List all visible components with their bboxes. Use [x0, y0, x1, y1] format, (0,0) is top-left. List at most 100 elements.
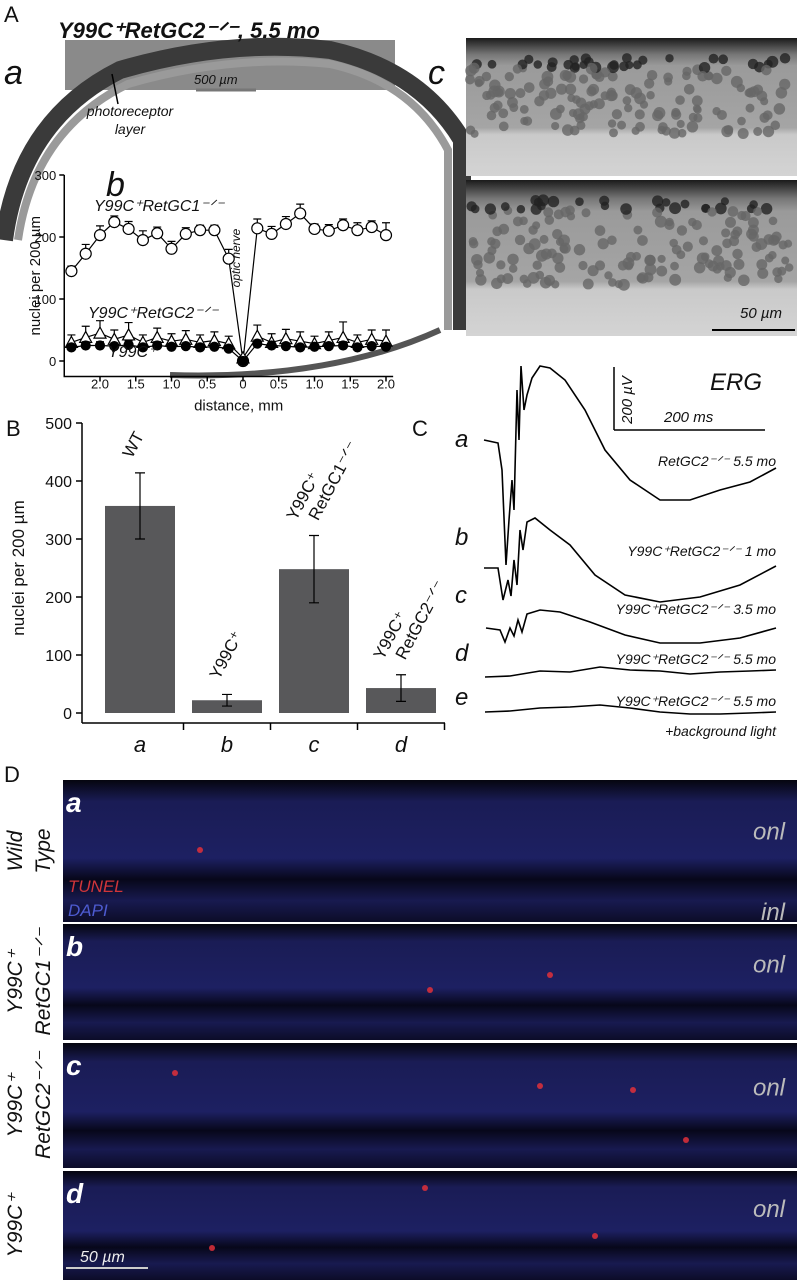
cell [578, 260, 588, 271]
marker [351, 224, 364, 237]
cell [669, 202, 682, 215]
cell [644, 254, 656, 266]
marker [94, 340, 106, 351]
cell [597, 238, 609, 250]
cell [747, 217, 759, 228]
marker [222, 252, 235, 265]
cell [607, 119, 617, 128]
marker [295, 342, 306, 353]
x-tick-label: 0.5 [198, 377, 216, 392]
marker [180, 341, 191, 352]
marker [251, 222, 264, 235]
cell [507, 253, 519, 266]
y-tick-label: 500 [45, 416, 72, 433]
series-label: Y99C⁺RetGC2⁻ᐟ⁻ [88, 305, 219, 322]
genotype-label: RetGC2⁻ᐟ⁻ [32, 1050, 55, 1159]
cell [762, 110, 773, 121]
cell [751, 242, 762, 252]
cell [680, 199, 690, 209]
cell [761, 64, 772, 76]
marker [136, 234, 149, 247]
scale-label: 50 µm [740, 305, 782, 322]
trace-label: Y99C⁺RetGC2⁻ᐟ⁻ 5.5 mo [616, 693, 777, 709]
cell [519, 104, 529, 114]
cell [587, 83, 600, 96]
genotype-label: Y99C⁺ [4, 1192, 27, 1258]
scale-label: 500 µm [194, 72, 238, 87]
cell [498, 121, 509, 132]
cell [564, 83, 577, 95]
cell [547, 195, 560, 208]
marker [380, 341, 392, 352]
cell [633, 225, 643, 235]
cell [474, 78, 483, 88]
cell [657, 254, 666, 263]
cell [624, 103, 633, 113]
tunel-spot [172, 1070, 178, 1076]
panel-label: B [6, 416, 21, 441]
marker [365, 220, 378, 234]
cell [551, 121, 560, 131]
tunel-spot [592, 1233, 598, 1239]
sub-label: a [4, 54, 23, 92]
cell [654, 215, 667, 228]
cell [676, 225, 688, 236]
bar-label: Y99C⁺ [206, 628, 247, 682]
cell [556, 83, 568, 95]
cell [711, 245, 723, 256]
layer-label: onl [753, 1075, 786, 1102]
cell [594, 225, 606, 236]
y-tick-label: 100 [45, 648, 72, 665]
trace-label: Y99C⁺RetGC2⁻ᐟ⁻ 1 mo [627, 543, 776, 559]
cell [737, 116, 746, 126]
row-letter: c [66, 1050, 82, 1081]
marker [122, 222, 135, 236]
cell [573, 244, 586, 256]
pointer-arrow [111, 73, 119, 105]
cell [768, 251, 777, 260]
cell [609, 128, 618, 138]
cell [604, 271, 613, 280]
cell [784, 263, 794, 272]
cell [760, 97, 769, 106]
marker [379, 229, 393, 242]
y-axis-label: nuclei per 200 µm [27, 216, 44, 336]
cell [502, 273, 514, 284]
cell [492, 226, 503, 237]
cell [644, 263, 657, 276]
cell [693, 261, 706, 274]
cell [475, 268, 485, 277]
erg-labels: a RetGC2⁻ᐟ⁻ 5.5 mo b Y99C⁺RetGC2⁻ᐟ⁻ 1 mo c Y9… [455, 426, 776, 711]
cell [600, 91, 610, 101]
erg-trace [483, 365, 777, 566]
tunel-spot [547, 972, 553, 978]
cell [508, 264, 518, 273]
cell [744, 88, 753, 98]
cell [487, 59, 497, 69]
cell [475, 274, 487, 286]
x-tick-label: 2.0 [91, 377, 109, 392]
cell [484, 203, 497, 215]
cell [579, 60, 588, 69]
fluorescence-image [63, 924, 797, 1040]
cell [468, 237, 478, 246]
cell [663, 72, 673, 83]
marker [352, 342, 363, 353]
y-axis-label: nuclei per 200 µm [9, 500, 28, 635]
erg-trace [484, 666, 777, 678]
cell [665, 54, 674, 63]
error-bar [396, 674, 406, 702]
cell [486, 110, 497, 121]
bar-label: WT [119, 428, 148, 460]
erg-trace [485, 609, 777, 645]
cell [470, 204, 480, 214]
cell [737, 128, 749, 140]
cell [740, 210, 751, 222]
cell [716, 262, 725, 271]
cell [671, 244, 682, 255]
cell [697, 70, 708, 82]
cell [698, 61, 711, 74]
cell [701, 252, 710, 261]
marker [322, 224, 335, 237]
y-tick-label: 200 [35, 230, 57, 245]
